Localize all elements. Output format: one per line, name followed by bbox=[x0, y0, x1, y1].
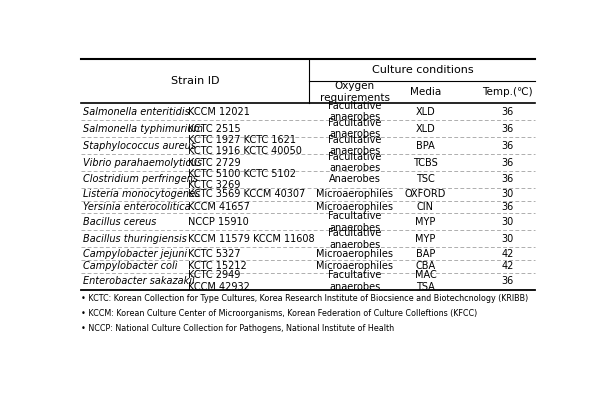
Text: Oxygen
requirements: Oxygen requirements bbox=[320, 81, 389, 103]
Text: Yersinia enterocolitica: Yersinia enterocolitica bbox=[83, 202, 191, 212]
Text: Facultative
anaerobes: Facultative anaerobes bbox=[328, 135, 381, 156]
Text: Anaerobes: Anaerobes bbox=[329, 174, 380, 184]
Text: 30: 30 bbox=[501, 234, 513, 244]
Text: Media: Media bbox=[410, 87, 441, 97]
Text: 36: 36 bbox=[501, 174, 513, 184]
Text: KCTC 3569 KCCM 40307: KCTC 3569 KCCM 40307 bbox=[188, 189, 305, 199]
Text: Salmonella enteritidis: Salmonella enteritidis bbox=[83, 107, 190, 117]
Text: XLD: XLD bbox=[415, 124, 435, 134]
Text: 42: 42 bbox=[501, 249, 513, 259]
Text: Temp.(℃): Temp.(℃) bbox=[482, 87, 532, 97]
Text: KCTC 1927 KCTC 1621
KCTC 1916 KCTC 40050: KCTC 1927 KCTC 1621 KCTC 1916 KCTC 40050 bbox=[188, 135, 302, 156]
Text: TSC: TSC bbox=[416, 174, 435, 184]
Text: OXFORD: OXFORD bbox=[404, 189, 446, 199]
Text: KCTC 5100 KCTC 5102
KCTC 3269: KCTC 5100 KCTC 5102 KCTC 3269 bbox=[188, 169, 296, 190]
Text: MYP: MYP bbox=[415, 234, 436, 244]
Text: KCTC 2949
KCCM 42932: KCTC 2949 KCCM 42932 bbox=[188, 270, 250, 292]
Text: 30: 30 bbox=[501, 217, 513, 227]
Text: 42: 42 bbox=[501, 262, 513, 272]
Text: MYP: MYP bbox=[415, 217, 436, 227]
Text: Vibrio parahaemolyticus: Vibrio parahaemolyticus bbox=[83, 158, 202, 168]
Text: 36: 36 bbox=[501, 107, 513, 117]
Text: Facultative
anaerobes: Facultative anaerobes bbox=[328, 101, 381, 122]
Text: Strain ID: Strain ID bbox=[171, 76, 219, 86]
Text: 30: 30 bbox=[501, 189, 513, 199]
Text: Bacillus cereus: Bacillus cereus bbox=[83, 217, 156, 227]
Text: BPA: BPA bbox=[416, 140, 435, 150]
Text: KCCM 11579 KCCM 11608: KCCM 11579 KCCM 11608 bbox=[188, 234, 315, 244]
Text: KCTC 2729: KCTC 2729 bbox=[188, 158, 241, 168]
Text: BAP: BAP bbox=[416, 249, 435, 259]
Text: Microaerophiles: Microaerophiles bbox=[316, 189, 393, 199]
Text: KCCM 41657: KCCM 41657 bbox=[188, 202, 250, 212]
Text: Facultative
anaerobes: Facultative anaerobes bbox=[328, 270, 381, 292]
Text: CIN: CIN bbox=[417, 202, 434, 212]
Text: Facultative
anaerobes: Facultative anaerobes bbox=[328, 118, 381, 139]
Text: Bacillus thuringiensis: Bacillus thuringiensis bbox=[83, 234, 187, 244]
Text: Microaerophiles: Microaerophiles bbox=[316, 249, 393, 259]
Text: KCTC 2515: KCTC 2515 bbox=[188, 124, 241, 134]
Text: KCTC 15212: KCTC 15212 bbox=[188, 262, 247, 272]
Text: MAC
TSA: MAC TSA bbox=[415, 270, 436, 292]
Text: Staphylococcus aureus: Staphylococcus aureus bbox=[83, 140, 196, 150]
Text: 36: 36 bbox=[501, 158, 513, 168]
Text: Culture conditions: Culture conditions bbox=[371, 65, 473, 75]
Text: Facultative
anaerobes: Facultative anaerobes bbox=[328, 211, 381, 233]
Text: 36: 36 bbox=[501, 124, 513, 134]
Text: • KCCM: Korean Culture Center of Microorganisms, Korean Federation of Culture Co: • KCCM: Korean Culture Center of Microor… bbox=[81, 309, 477, 318]
Text: Campylobacter jejuni: Campylobacter jejuni bbox=[83, 249, 187, 259]
Text: Clostridium perfringens: Clostridium perfringens bbox=[83, 174, 198, 184]
Text: • NCCP: National Culture Collection for Pathogens, National Institute of Health: • NCCP: National Culture Collection for … bbox=[81, 324, 394, 333]
Text: Facultative
anaerobes: Facultative anaerobes bbox=[328, 152, 381, 173]
Text: • KCTC: Korean Collection for Type Cultures, Korea Research Institute of Biocsie: • KCTC: Korean Collection for Type Cultu… bbox=[81, 294, 528, 303]
Text: Microaerophiles: Microaerophiles bbox=[316, 262, 393, 272]
Text: KCCM 12021: KCCM 12021 bbox=[188, 107, 250, 117]
Text: KCTC 5327: KCTC 5327 bbox=[188, 249, 241, 259]
Text: NCCP 15910: NCCP 15910 bbox=[188, 217, 249, 227]
Text: XLD: XLD bbox=[415, 107, 435, 117]
Text: 36: 36 bbox=[501, 276, 513, 286]
Text: Enterobacter sakazakii: Enterobacter sakazakii bbox=[83, 276, 195, 286]
Text: 36: 36 bbox=[501, 202, 513, 212]
Text: Salmonella typhimurium: Salmonella typhimurium bbox=[83, 124, 203, 134]
Text: Campylobacter coli: Campylobacter coli bbox=[83, 262, 177, 272]
Text: Microaerophiles: Microaerophiles bbox=[316, 202, 393, 212]
Text: TCBS: TCBS bbox=[413, 158, 438, 168]
Text: CBA: CBA bbox=[415, 262, 436, 272]
Text: 36: 36 bbox=[501, 140, 513, 150]
Text: Listeria monocytogenes: Listeria monocytogenes bbox=[83, 189, 200, 199]
Text: Facultative
anaerobes: Facultative anaerobes bbox=[328, 228, 381, 250]
